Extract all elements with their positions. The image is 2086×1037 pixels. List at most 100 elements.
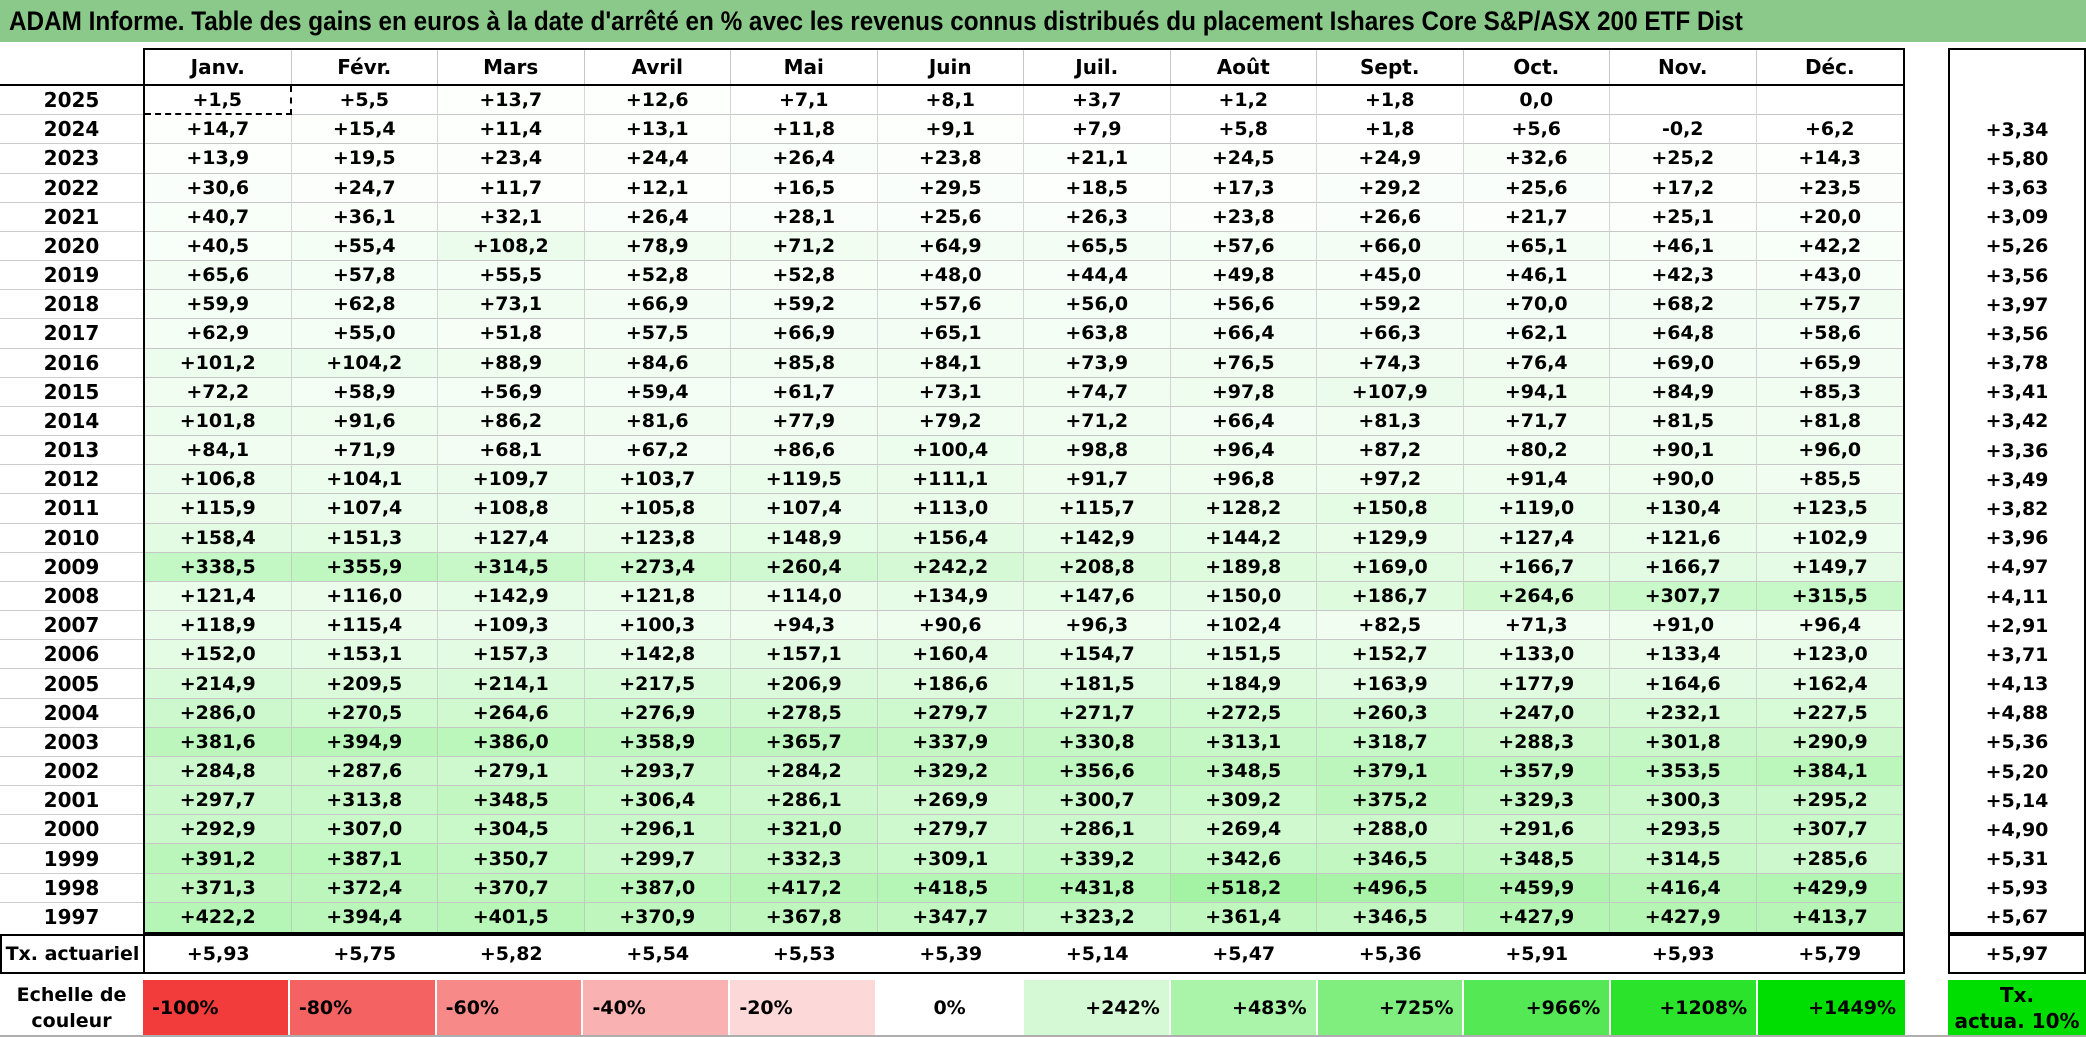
gain-cell[interactable]: +86,6 bbox=[731, 436, 878, 466]
gain-cell[interactable]: +108,2 bbox=[438, 231, 585, 262]
actuarial-row-value[interactable]: +5,39 bbox=[919, 943, 983, 965]
gain-cell[interactable]: +21,1 bbox=[1024, 144, 1171, 174]
row-header-year[interactable]: 2009 bbox=[0, 552, 143, 582]
gain-cell[interactable]: +304,5 bbox=[438, 815, 585, 845]
gain-cell[interactable]: +101,2 bbox=[145, 348, 292, 378]
gain-cell[interactable]: +69,0 bbox=[1610, 348, 1757, 378]
gain-cell[interactable]: +307,7 bbox=[1756, 815, 1903, 845]
gain-cell[interactable]: +309,2 bbox=[1170, 786, 1317, 816]
gain-cell[interactable]: +264,6 bbox=[438, 698, 585, 728]
gain-cell[interactable]: +94,3 bbox=[731, 611, 878, 641]
gain-cell[interactable]: +11,8 bbox=[731, 115, 878, 145]
gain-cell[interactable]: +276,9 bbox=[584, 698, 731, 728]
gain-cell[interactable]: +42,2 bbox=[1756, 231, 1903, 262]
gain-cell[interactable]: +384,1 bbox=[1756, 756, 1903, 787]
actuarial-rate-cell[interactable]: +2,91 bbox=[1985, 614, 2049, 637]
actuarial-row-value[interactable]: +5,79 bbox=[1798, 943, 1862, 965]
actuarial-rate-cell[interactable]: +5,36 bbox=[1985, 731, 2049, 754]
gain-cell[interactable]: +152,7 bbox=[1317, 640, 1464, 670]
gain-cell[interactable]: +279,7 bbox=[877, 815, 1024, 845]
gain-cell[interactable]: +66,9 bbox=[584, 290, 731, 320]
gain-cell[interactable]: +19,5 bbox=[291, 144, 438, 174]
gain-cell[interactable]: +62,8 bbox=[291, 290, 438, 320]
gain-cell[interactable]: +169,0 bbox=[1317, 552, 1464, 582]
gain-cell[interactable]: +151,3 bbox=[291, 523, 438, 553]
column-header-month[interactable]: Août bbox=[1171, 50, 1317, 84]
gain-cell[interactable]: +104,1 bbox=[291, 465, 438, 495]
gain-cell[interactable]: +76,5 bbox=[1170, 348, 1317, 378]
gain-cell[interactable]: +284,2 bbox=[731, 756, 878, 787]
gain-cell[interactable]: +346,5 bbox=[1317, 844, 1464, 874]
gain-cell[interactable]: +371,3 bbox=[145, 873, 292, 903]
gain-cell[interactable]: +313,8 bbox=[291, 786, 438, 816]
gain-cell[interactable]: +286,1 bbox=[1024, 815, 1171, 845]
gain-cell[interactable]: +40,5 bbox=[145, 231, 292, 262]
gain-cell[interactable]: +56,6 bbox=[1170, 290, 1317, 320]
gain-cell[interactable]: +214,9 bbox=[145, 669, 292, 699]
gain-cell[interactable]: +299,7 bbox=[584, 844, 731, 874]
gain-cell[interactable]: +313,1 bbox=[1170, 727, 1317, 757]
gain-cell[interactable]: +71,2 bbox=[1024, 406, 1171, 437]
gain-cell[interactable]: +5,6 bbox=[1463, 115, 1610, 145]
gain-cell[interactable]: +375,2 bbox=[1317, 786, 1464, 816]
actuarial-rate-cell[interactable]: +3,42 bbox=[1985, 410, 2049, 433]
gain-cell[interactable]: +300,3 bbox=[1610, 786, 1757, 816]
gain-cell[interactable]: +429,9 bbox=[1756, 873, 1903, 903]
gain-cell[interactable]: +329,2 bbox=[877, 756, 1024, 787]
actuarial-rate-cell[interactable]: +3,34 bbox=[1985, 118, 2049, 141]
gain-cell[interactable]: +18,5 bbox=[1024, 173, 1171, 203]
gain-cell[interactable]: +80,2 bbox=[1463, 436, 1610, 466]
gain-cell[interactable]: +278,5 bbox=[731, 698, 878, 728]
gain-cell[interactable]: +358,9 bbox=[584, 727, 731, 757]
gain-cell[interactable]: +106,8 bbox=[145, 465, 292, 495]
row-header-year[interactable]: 2004 bbox=[0, 698, 143, 728]
gain-cell[interactable]: +78,9 bbox=[584, 231, 731, 262]
actuarial-row-value[interactable]: +5,54 bbox=[626, 943, 690, 965]
gain-cell[interactable]: -0,2 bbox=[1610, 115, 1757, 145]
gain-cell[interactable]: +98,8 bbox=[1024, 436, 1171, 466]
gain-cell[interactable]: +101,8 bbox=[145, 406, 292, 437]
gain-cell[interactable]: +7,1 bbox=[731, 86, 878, 116]
gain-cell[interactable]: +121,4 bbox=[145, 581, 292, 612]
actuarial-rate-cell[interactable]: +3,36 bbox=[1985, 439, 2049, 462]
gain-cell[interactable]: +55,4 bbox=[291, 231, 438, 262]
gain-cell[interactable]: +102,9 bbox=[1756, 523, 1903, 553]
gain-cell[interactable]: +314,5 bbox=[438, 552, 585, 582]
gain-cell[interactable]: +64,8 bbox=[1610, 319, 1757, 349]
gain-cell[interactable]: +342,6 bbox=[1170, 844, 1317, 874]
gain-cell[interactable]: +242,2 bbox=[877, 552, 1024, 582]
gain-cell[interactable]: +96,3 bbox=[1024, 611, 1171, 641]
actuarial-row-value[interactable]: +5,47 bbox=[1212, 943, 1276, 965]
gain-cell[interactable]: +81,8 bbox=[1756, 406, 1903, 437]
gain-cell[interactable]: 0,0 bbox=[1463, 86, 1610, 116]
row-header-year[interactable]: 1998 bbox=[0, 873, 143, 903]
gain-cell[interactable]: +127,4 bbox=[438, 523, 585, 553]
gain-cell[interactable]: +7,9 bbox=[1024, 115, 1171, 145]
row-header-year[interactable]: 2010 bbox=[0, 523, 143, 553]
gain-cell[interactable]: +11,4 bbox=[438, 115, 585, 145]
gain-cell[interactable]: +102,4 bbox=[1170, 611, 1317, 641]
gain-cell[interactable]: +166,7 bbox=[1610, 552, 1757, 582]
column-header-month[interactable]: Févr. bbox=[292, 50, 438, 84]
gain-cell[interactable]: +147,6 bbox=[1024, 581, 1171, 612]
gain-cell[interactable]: +121,8 bbox=[584, 581, 731, 612]
gain-cell[interactable]: +66,4 bbox=[1170, 406, 1317, 437]
gain-cell[interactable]: +66,4 bbox=[1170, 319, 1317, 349]
gain-cell[interactable]: +148,9 bbox=[731, 523, 878, 553]
actuarial-rate-cell[interactable]: +5,26 bbox=[1985, 235, 2049, 258]
actuarial-rate-cell[interactable]: +3,82 bbox=[1985, 497, 2049, 520]
gain-cell[interactable]: +75,7 bbox=[1756, 290, 1903, 320]
actuarial-rate-cell[interactable]: +3,41 bbox=[1985, 381, 2049, 404]
gain-cell[interactable]: +107,9 bbox=[1317, 377, 1464, 407]
actuarial-row-value[interactable]: +5,75 bbox=[333, 943, 397, 965]
gain-cell[interactable]: +162,4 bbox=[1756, 669, 1903, 699]
gain-cell[interactable]: +100,4 bbox=[877, 436, 1024, 466]
gain-cell[interactable]: +61,7 bbox=[731, 377, 878, 407]
gain-cell[interactable]: +76,4 bbox=[1463, 348, 1610, 378]
gain-cell[interactable]: +14,3 bbox=[1756, 144, 1903, 174]
gain-cell[interactable]: +65,1 bbox=[877, 319, 1024, 349]
gain-cell[interactable]: +42,3 bbox=[1610, 261, 1757, 291]
gain-cell[interactable]: +459,9 bbox=[1463, 873, 1610, 903]
actuarial-rate-cell[interactable]: +3,49 bbox=[1985, 468, 2049, 491]
actuarial-row-value[interactable]: +5,82 bbox=[479, 943, 543, 965]
